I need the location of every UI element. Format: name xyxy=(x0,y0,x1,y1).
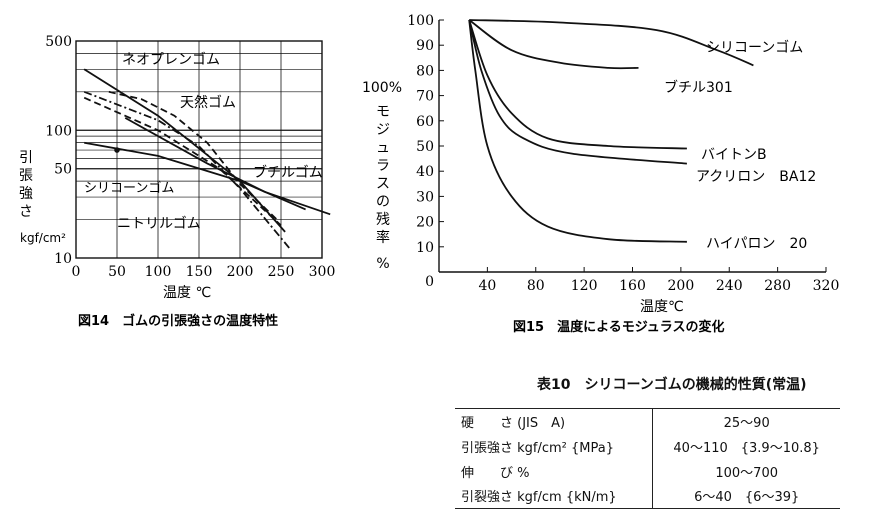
chart2-ticks: 10 20 30 40 50 60 70 80 90 100 40 80 120 160 200 240 280… xyxy=(407,13,839,294)
chart2-series-line-3 xyxy=(468,19,687,165)
chart2-x-tick-label: 40 xyxy=(478,278,496,294)
chart1-y-label-char: 強 xyxy=(19,186,33,202)
chart1-x-tick-label: 250 xyxy=(268,264,295,280)
chart2-y-tick-label: 50 xyxy=(416,139,434,155)
chart1-y-label-char: 張 xyxy=(19,168,33,184)
chart1-y-axis-label: 引張強さ xyxy=(19,150,33,220)
chart2-x-tick-label: 200 xyxy=(668,278,695,294)
chart2-y-tick-label: 20 xyxy=(416,215,434,231)
chart1-legend-natural: 天然ゴム xyxy=(180,94,236,111)
chart1-legend-butyl: ブチルゴム xyxy=(253,164,323,181)
chart1-y-label-char: 引 xyxy=(19,150,33,166)
chart2-x-tick-label: 240 xyxy=(716,278,743,294)
chart2-series-line-2 xyxy=(468,19,687,150)
table-row: 硬 さ (JIS A) 25～90 xyxy=(455,408,840,434)
chart2-series xyxy=(468,19,754,243)
chart2-y-label-char: ラ xyxy=(376,158,390,174)
chart2-y-tick-label: 70 xyxy=(416,89,434,105)
table-row: 引裂強さ kgf/cm {kN/m} 6～40 {6～39} xyxy=(455,483,840,509)
chart2-y-label-char: 残 xyxy=(376,212,390,228)
table-title: 表10 シリコーンゴムの機械的性質(常温) xyxy=(537,377,807,393)
chart2-y-label-char: モ xyxy=(376,104,390,120)
chart2-x-tick-label: 320 xyxy=(813,278,840,294)
chart1-y-tick-label: 10 xyxy=(54,251,72,267)
silicone-properties-table: 硬 さ (JIS A) 25～90 引張強さ kgf/cm² {MPa} 40～… xyxy=(455,408,840,509)
chart2-legend-butyl: ブチル301 xyxy=(664,79,733,96)
chart2-x-tick-label: 80 xyxy=(527,278,545,294)
chart1-marker-dot xyxy=(114,147,120,153)
chart2-legend-acrylon: アクリロン BA12 xyxy=(696,169,816,185)
chart2-x-tick-label: 160 xyxy=(619,278,646,294)
chart1-y-tick-label: 50 xyxy=(54,162,72,178)
row-value: 6～40 {6～39} xyxy=(652,483,840,509)
chart1-series-line-2 xyxy=(83,68,286,233)
chart1-x-tick-label: 150 xyxy=(186,264,213,280)
chart2-y-label-char: ス xyxy=(376,176,390,192)
chart2-legend-hypalon: ハイパロン 20 xyxy=(706,236,807,252)
chart1-title: 図14 ゴムの引張強さの温度特性 xyxy=(78,313,278,329)
row-label: 硬 さ (JIS A) xyxy=(455,408,653,434)
chart2-x-axis-label: 温度℃ xyxy=(640,299,684,315)
chart1-x-tick-label: 0 xyxy=(72,264,81,280)
chart1-x-tick-label: 200 xyxy=(227,264,254,280)
chart2-legend-silicone: シリコーンゴム xyxy=(706,39,803,56)
chart1-x-tick-label: 100 xyxy=(145,264,172,280)
chart1-legend-silicone: シリコーンゴム xyxy=(84,180,174,196)
table-row: 引張強さ kgf/cm² {MPa} 40～110 {3.9～10.8} xyxy=(455,433,840,459)
chart1-series-line-0 xyxy=(83,90,290,249)
chart1-y-unit: kgf/cm² xyxy=(20,231,66,245)
chart2-y-label-char: ュ xyxy=(376,140,390,156)
chart1-series-line-5 xyxy=(124,117,331,216)
chart2-axes xyxy=(438,19,827,273)
chart2-origin-label: 0 xyxy=(425,274,434,290)
row-value: 40～110 {3.9～10.8} xyxy=(652,433,840,459)
chart2-y-tick-label: 30 xyxy=(416,189,434,205)
chart2-y-tick-label: 40 xyxy=(416,164,434,180)
chart1-legend-nitrile: ニトリルゴム xyxy=(117,215,201,232)
chart2-series-line-1 xyxy=(468,19,639,70)
row-label: 引裂強さ kgf/cm {kN/m} xyxy=(455,483,653,509)
chart2-y-tick-label: 90 xyxy=(416,38,434,54)
chart2-y-label-char: 100% xyxy=(362,80,402,96)
chart2-title: 図15 温度によるモジュラスの変化 xyxy=(513,319,725,335)
chart1-y-label-char: さ xyxy=(19,204,33,220)
chart2-y-label-char: 率 xyxy=(376,229,390,246)
table-row: 伸 び % 100～700 xyxy=(455,458,840,484)
chart2-y-label-char: の xyxy=(376,194,390,210)
chart1-y-tick-label: 100 xyxy=(45,123,72,139)
chart1-series xyxy=(83,68,331,249)
chart2-y-label-char: % xyxy=(376,256,389,272)
row-label: 引張強さ kgf/cm² {MPa} xyxy=(461,440,615,456)
chart2-y-tick-label: 100 xyxy=(407,13,434,29)
chart2-series-line-0 xyxy=(469,19,754,67)
chart2-y-label-char: ジ xyxy=(376,122,390,138)
chart2-y-tick-label: 80 xyxy=(416,63,434,79)
chart1-x-tick-label: 50 xyxy=(108,264,126,280)
chart1-series-line-1 xyxy=(108,90,278,221)
chart2-y-tick-label: 10 xyxy=(416,240,434,256)
chart1-legend-neoprene: ネオプレンゴム xyxy=(122,51,220,68)
chart2-y-tick-label: 60 xyxy=(416,114,434,130)
chart2-x-tick-label: 120 xyxy=(571,278,598,294)
row-label: 伸 び % xyxy=(461,465,530,481)
chart1-y-tick-label: 500 xyxy=(45,34,72,50)
row-value: 100～700 xyxy=(652,458,840,484)
chart2-x-tick-label: 280 xyxy=(764,278,791,294)
chart1-series-line-4 xyxy=(83,96,282,227)
row-value: 25～90 xyxy=(652,408,840,434)
chart1-x-axis-label: 温度 ℃ xyxy=(163,285,211,301)
chart2-series-line-4 xyxy=(468,19,687,243)
chart1-ticks: 0 50 100 150 200 250 300 500 100 50 10 xyxy=(45,34,335,280)
chart2-legend-viton: バイトンB xyxy=(701,147,767,163)
chart1-x-tick-label: 300 xyxy=(309,264,336,280)
